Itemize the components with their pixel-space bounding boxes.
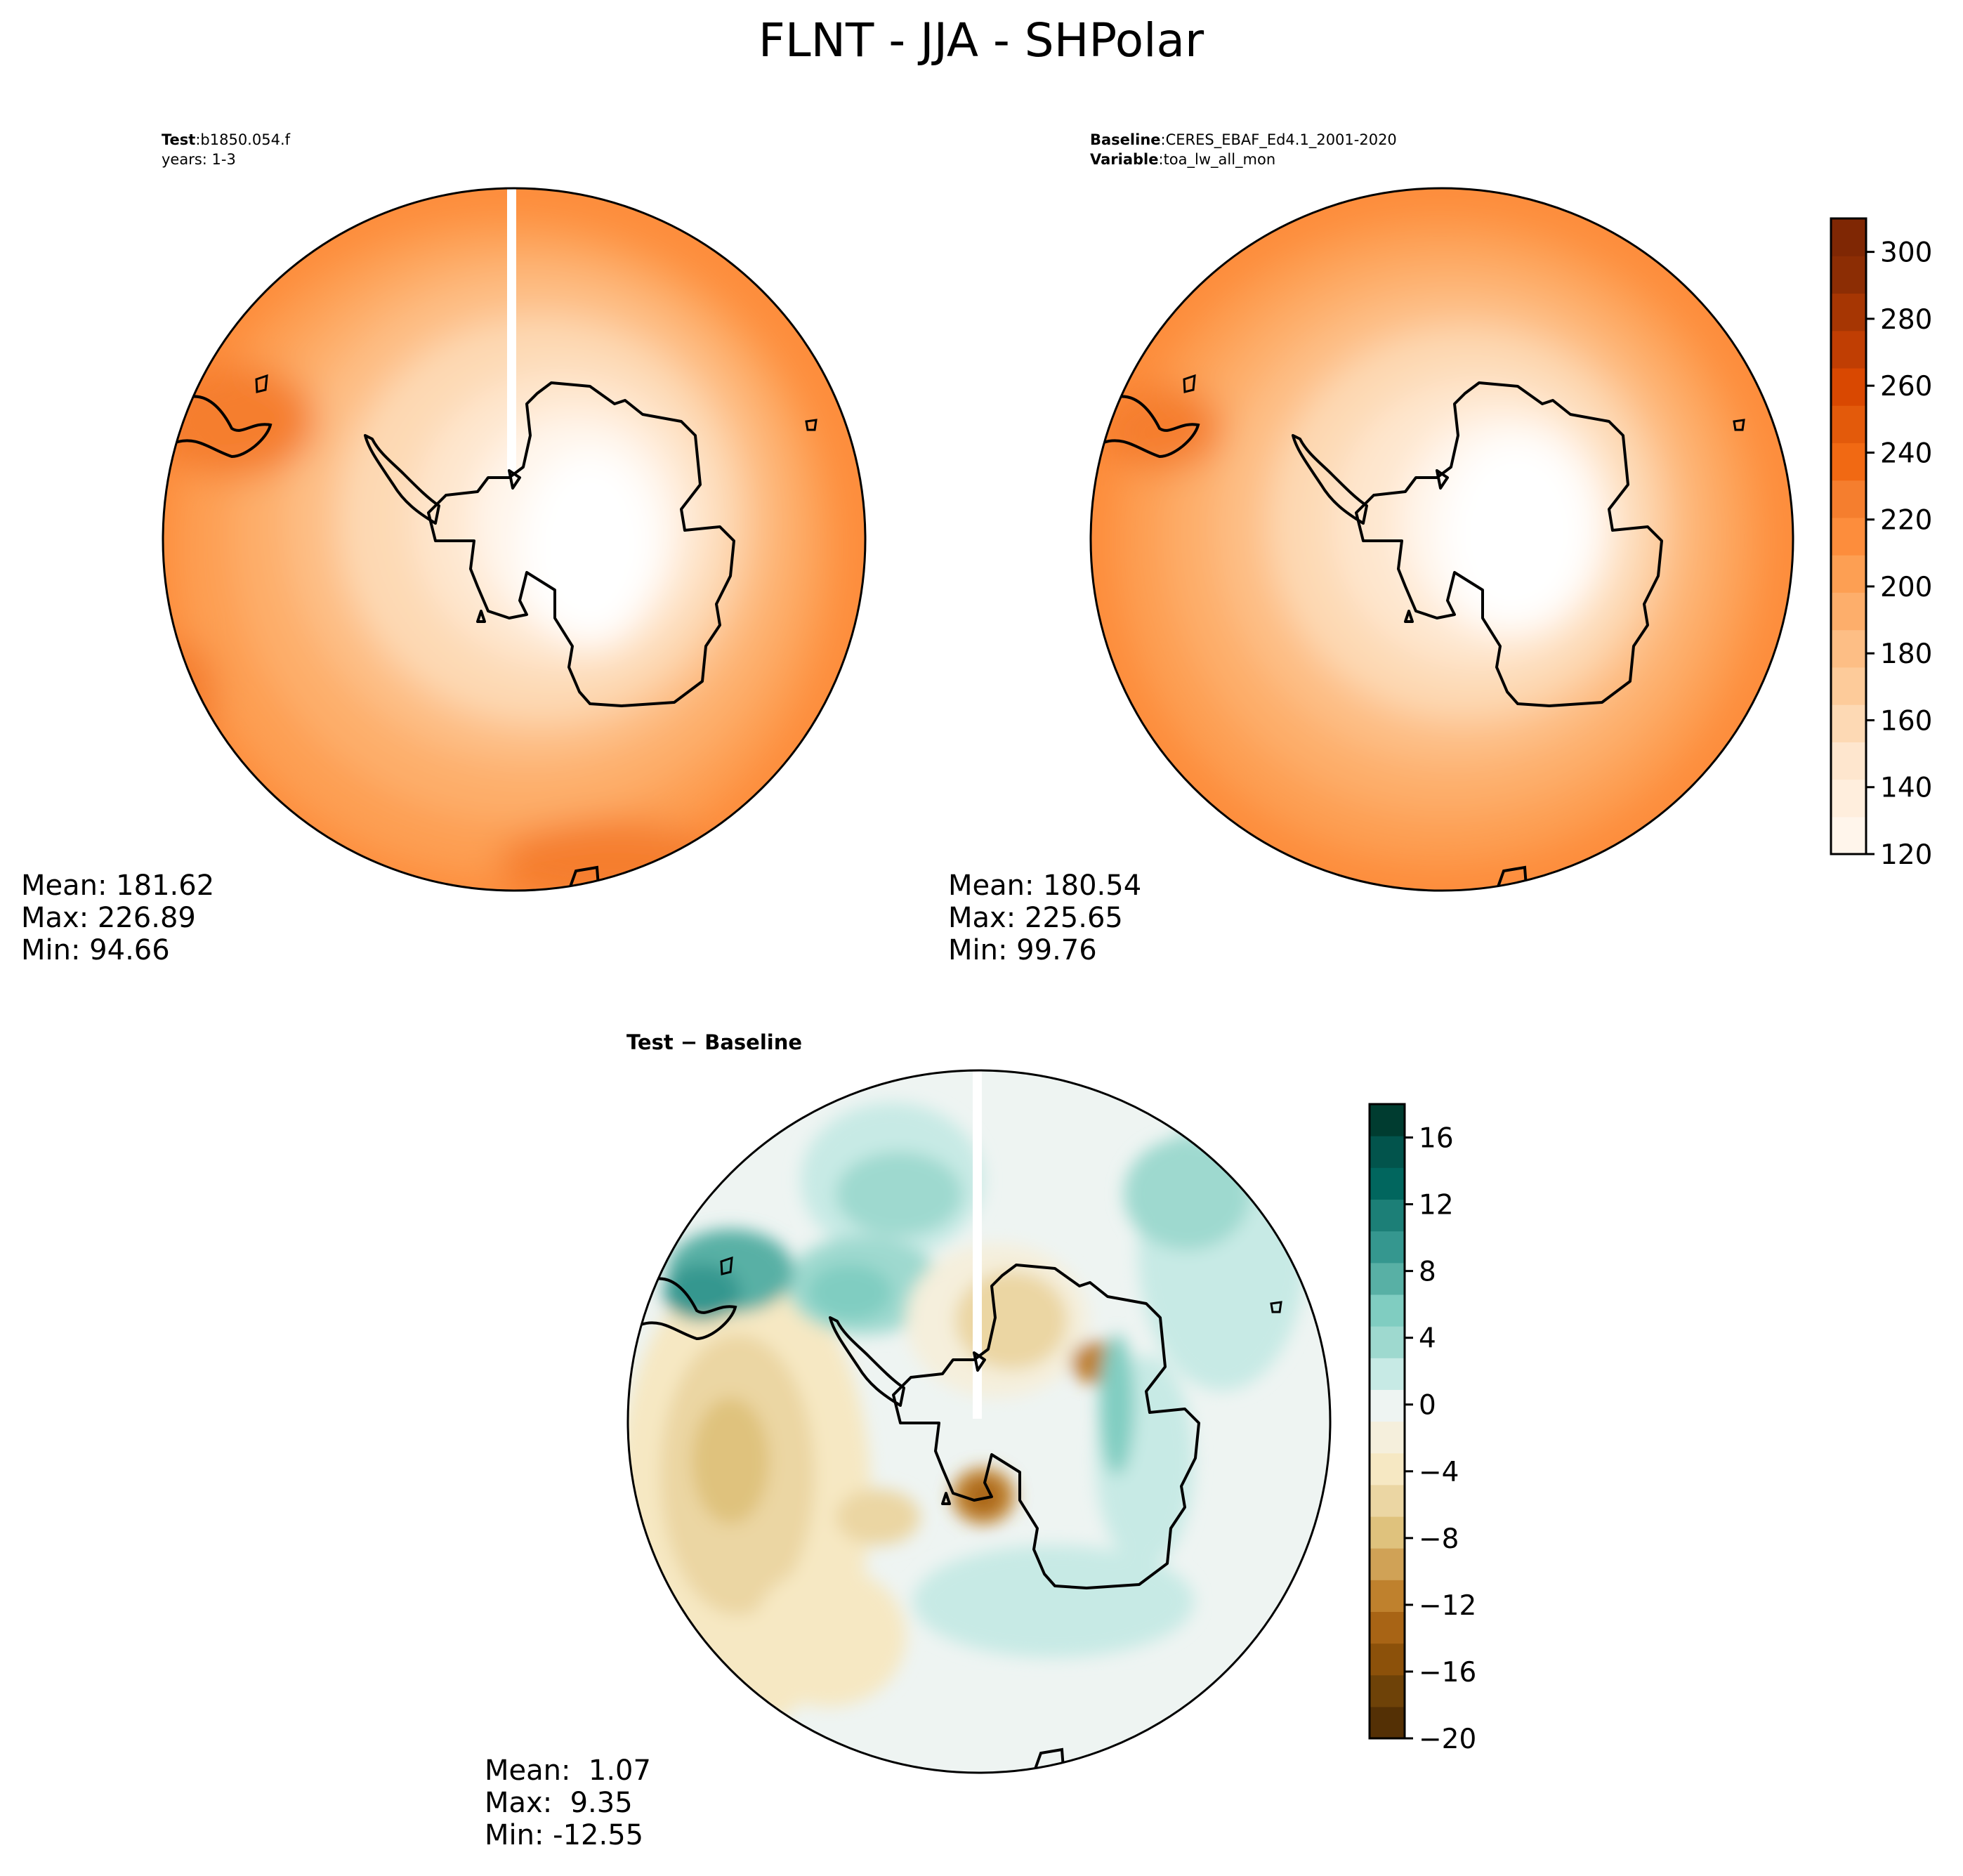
diff-stat-min: Min: -12.55 <box>485 1819 643 1851</box>
panel-test: Test:b1850.054.f years: 1-3 <box>21 131 867 966</box>
baseline-stat-min: Min: 99.76 <box>948 934 1097 966</box>
colorbar-oranges-tick-label: 220 <box>1880 505 1932 537</box>
colorbar-brbg-tick-label: 0 <box>1419 1390 1436 1422</box>
panel-diff: Test − Baseline <box>485 1030 1332 1851</box>
colorbar-brbg-color-step <box>1370 1389 1405 1422</box>
colorbar-brbg-color-step <box>1370 1326 1405 1358</box>
colorbar-oranges-tick-label: 180 <box>1880 638 1932 670</box>
colorbar-oranges-color-step <box>1831 667 1866 705</box>
baseline-map-boundary <box>1089 187 1794 892</box>
test-stat-max: Max: 226.89 <box>21 902 196 934</box>
colorbar-brbg-color-step <box>1370 1674 1405 1707</box>
colorbar-brbg-color-step <box>1370 1358 1405 1390</box>
colorbar-brbg: −20 −16 −12 −8 −4 0 4 8 12 16 <box>1368 1103 1476 1755</box>
colorbar-brbg-color-step <box>1370 1167 1405 1200</box>
colorbar-brbg-color-step <box>1370 1199 1405 1232</box>
colorbar-brbg-color-step <box>1370 1294 1405 1327</box>
baseline-map <box>1091 188 1793 891</box>
colorbar-brbg-color-step <box>1370 1484 1405 1517</box>
colorbar-brbg-tick-label: −12 <box>1419 1590 1476 1622</box>
colorbar-oranges-color-step <box>1831 592 1866 631</box>
colorbar-oranges-color-step <box>1831 330 1866 369</box>
test-map-boundary <box>162 187 867 892</box>
colorbar-oranges-color-step <box>1831 405 1866 444</box>
colorbar-oranges-color-step <box>1831 256 1866 294</box>
colorbar-oranges-tick-label: 300 <box>1880 237 1932 269</box>
colorbar-oranges: 120 140 160 180 200 220 240 260 280 300 <box>1830 217 1932 871</box>
colorbar-oranges-color-step <box>1831 442 1866 481</box>
colorbar-oranges-color-step <box>1831 480 1866 518</box>
colorbar-oranges-color-step <box>1831 517 1866 556</box>
colorbar-brbg-color-step <box>1370 1421 1405 1454</box>
test-map <box>163 188 865 891</box>
baseline-stat-max: Max: 225.65 <box>948 902 1123 934</box>
test-missing-strip <box>507 188 516 478</box>
colorbar-brbg-tick-label: −8 <box>1419 1523 1459 1555</box>
colorbar-oranges-tick-label: 120 <box>1880 839 1932 871</box>
test-stat-mean: Mean: 181.62 <box>21 870 214 902</box>
baseline-label: Baseline:CERES_EBAF_Ed4.1_2001-2020 <box>1090 131 1397 149</box>
colorbar-brbg-color-step <box>1370 1706 1405 1739</box>
colorbar-brbg-tick-label: −4 <box>1419 1457 1459 1488</box>
colorbar-oranges-color-step <box>1831 218 1866 256</box>
figure-title: FLNT - JJA - SHPolar <box>759 13 1204 67</box>
colorbar-brbg-color-step <box>1370 1548 1405 1580</box>
colorbar-brbg-color-step <box>1370 1104 1405 1136</box>
colorbar-oranges-color-step <box>1831 779 1866 818</box>
colorbar-brbg-color-step <box>1370 1516 1405 1549</box>
diff-label: Test − Baseline <box>626 1030 802 1054</box>
colorbar-brbg-tick-label: 4 <box>1419 1323 1436 1355</box>
colorbar-oranges-color-step <box>1831 816 1866 855</box>
test-years: years: 1-3 <box>162 151 236 168</box>
colorbar-brbg-tick-label: −16 <box>1419 1657 1476 1688</box>
colorbar-brbg-tick-label: 12 <box>1419 1190 1454 1221</box>
colorbar-brbg-color-step <box>1370 1136 1405 1168</box>
colorbar-brbg-color-step <box>1370 1262 1405 1295</box>
colorbar-brbg-color-step <box>1370 1231 1405 1264</box>
colorbar-oranges-color-step <box>1831 704 1866 742</box>
colorbar-brbg-color-step <box>1370 1611 1405 1644</box>
colorbar-brbg-color-step <box>1370 1580 1405 1612</box>
colorbar-brbg-color-step <box>1370 1452 1405 1485</box>
colorbar-oranges-color-step <box>1831 742 1866 780</box>
colorbar-oranges-tick-label: 260 <box>1880 371 1932 402</box>
colorbar-oranges-tick-label: 280 <box>1880 304 1932 336</box>
colorbar-brbg-tick-label: −20 <box>1419 1724 1476 1755</box>
diff-missing-strip <box>973 1070 982 1419</box>
colorbar-oranges-tick-label: 160 <box>1880 705 1932 737</box>
colorbar-oranges-frame <box>1830 217 1867 855</box>
colorbar-oranges-color-step <box>1831 367 1866 406</box>
colorbar-brbg-color-step <box>1370 1643 1405 1676</box>
colorbar-oranges-color-step <box>1831 555 1866 593</box>
diff-stat-mean: Mean: 1.07 <box>485 1754 651 1787</box>
colorbar-oranges-tick-label: 140 <box>1880 773 1932 804</box>
colorbar-brbg-frame <box>1368 1103 1406 1740</box>
diff-stat-max: Max: 9.35 <box>485 1787 633 1819</box>
colorbar-brbg-tick-label: 8 <box>1419 1257 1436 1288</box>
colorbar-brbg-tick-label: 16 <box>1419 1123 1454 1155</box>
test-stat-min: Min: 94.66 <box>21 934 170 966</box>
colorbar-oranges-tick-label: 240 <box>1880 438 1932 469</box>
colorbar-oranges-color-step <box>1831 629 1866 668</box>
test-label: Test:b1850.054.f <box>162 131 291 148</box>
diff-map <box>628 1070 1330 1773</box>
colorbar-oranges-color-step <box>1831 293 1866 332</box>
panel-baseline: Baseline:CERES_EBAF_Ed4.1_2001-2020 Vari… <box>948 131 1794 966</box>
colorbar-oranges-tick-label: 200 <box>1880 572 1932 603</box>
diff-map-boundary <box>626 1069 1332 1774</box>
baseline-variable: Variable:toa_lw_all_mon <box>1090 151 1275 169</box>
baseline-stat-mean: Mean: 180.54 <box>948 870 1141 902</box>
